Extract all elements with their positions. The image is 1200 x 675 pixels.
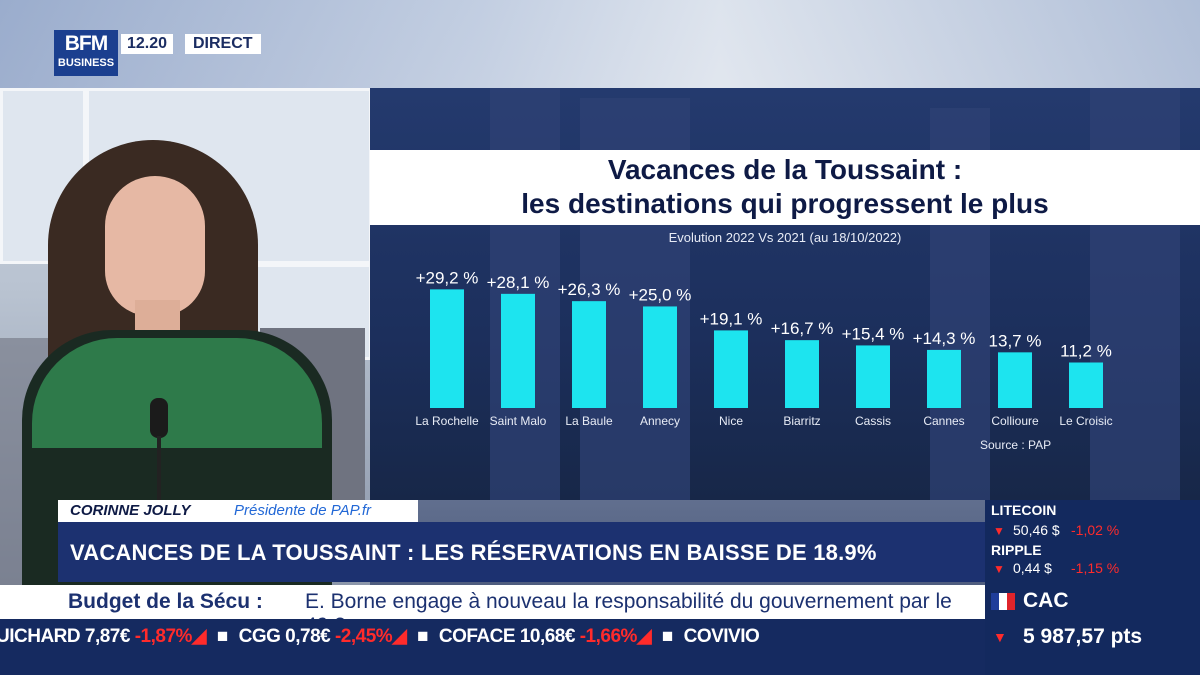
stock-value: 7,87€ [84, 626, 131, 647]
stock-name: CGG [238, 626, 281, 647]
bar-value-label: 11,2 % [1060, 342, 1112, 361]
microphone-icon [150, 398, 168, 438]
category-label: Cassis [855, 414, 891, 428]
chart-title-line2: les destinations qui progressent le plus [521, 188, 1049, 219]
category-label: Saint Malo [490, 414, 547, 428]
stock-value: 10,68€ [519, 626, 576, 647]
down-arrow-icon: ◢ [636, 626, 652, 647]
chart-subtitle: Evolution 2022 Vs 2021 (au 18/10/2022) [668, 230, 902, 245]
news-label: Budget de la Sécu : [68, 590, 263, 613]
guest-video-panel [0, 88, 370, 588]
bar-value-label: +25,0 % [629, 285, 692, 304]
stock-change: -1,87% [134, 626, 193, 647]
bar-nice [714, 330, 748, 408]
market-side-panel: LITECOIN ▼ 50,46 $ -1,02 % RIPPLE ▼ 0,44… [985, 500, 1200, 675]
ticker-separator-icon: ■ [417, 626, 429, 647]
bar-biarritz [785, 340, 819, 408]
city-skyline-backdrop [0, 0, 1200, 90]
chart-source: Source : PAP [980, 438, 1052, 452]
bar-la-rochelle [430, 289, 464, 408]
bar-value-label: +19,1 % [700, 309, 763, 328]
bar-saint-malo [501, 293, 535, 408]
stock-name: COVIVIO [683, 626, 760, 647]
category-label: Le Croisic [1059, 414, 1112, 428]
category-label: Biarritz [783, 414, 820, 428]
category-label: Annecy [640, 414, 680, 428]
category-label: Nice [719, 414, 743, 428]
news-ticker-bar: Budget de la Sécu : E. Borne engage à no… [0, 585, 985, 637]
guest-sweater [32, 338, 322, 448]
chart-panel: Vacances de la Toussaint : les destinati… [370, 88, 1200, 500]
stock-change: -1,66% [579, 626, 638, 647]
stock-name: UICHARD [0, 626, 81, 647]
bar-cannes [927, 349, 961, 408]
crypto-change: -1,15 % [1071, 560, 1120, 576]
bar-value-label: +26,3 % [558, 280, 621, 299]
bar-value-label: +29,2 % [416, 268, 479, 287]
chart-title-line1: Vacances de la Toussaint : [607, 154, 963, 185]
bar-value-label: +15,4 % [842, 324, 905, 343]
category-label: La Baule [565, 414, 613, 428]
index-value: 5 987,57 pts [1023, 625, 1143, 648]
bfm-business-logo: BFM BUSINESS [54, 30, 118, 76]
stock-ticker-text: UICHARD 7,87€ -1,87%◢ ■ CGG 0,78€ -2,45%… [0, 625, 760, 648]
logo-bottom-text: BUSINESS [57, 57, 115, 69]
bar-annecy [643, 306, 677, 408]
stock-change: -2,45% [334, 626, 393, 647]
guest-name-bar: CORINNE JOLLY Présidente de PAP.fr [58, 500, 418, 522]
crypto-name: RIPPLE [991, 542, 1042, 558]
cac-value-row: ▼ 5 987,57 pts [985, 620, 1200, 656]
live-badge: DIRECT [185, 34, 261, 54]
down-triangle-icon: ▼ [993, 629, 1007, 645]
bar-value-label: +16,7 % [771, 319, 834, 338]
guest-name: CORINNE JOLLY [70, 502, 191, 519]
headline-text: VACANCES DE LA TOUSSAINT : LES RÉSERVATI… [70, 540, 877, 565]
bar-value-label: +14,3 % [913, 329, 976, 348]
bar-chart: +29,2 % La Rochelle +28,1 % Saint Malo +26,3… [415, 268, 1112, 428]
stock-ticker-bar: UICHARD 7,87€ -1,87%◢ ■ CGG 0,78€ -2,45%… [0, 619, 985, 675]
down-arrow-icon: ◢ [191, 626, 207, 647]
category-label: Collioure [991, 414, 1039, 428]
down-triangle-icon: ▼ [993, 524, 1005, 538]
bar-value-label: 13,7 % [989, 331, 1042, 350]
chart-title-box: Vacances de la Toussaint : les destinati… [370, 150, 1200, 225]
category-label: Cannes [923, 414, 964, 428]
bar-le-croisic [1069, 362, 1103, 408]
bar-la-baule [572, 301, 606, 408]
crypto-value: 0,44 $ [1013, 560, 1052, 576]
guest-face [105, 176, 205, 316]
crypto-change: -1,02 % [1071, 522, 1120, 538]
ticker-separator-icon: ■ [661, 626, 673, 647]
broadcast-time: 12.20 [121, 34, 174, 54]
stock-name: COFACE [438, 626, 516, 647]
bar-collioure [998, 352, 1032, 408]
category-label: La Rochelle [415, 414, 479, 428]
logo-top-text: BFM [64, 32, 109, 55]
index-name: CAC [1023, 589, 1069, 612]
headline-bar: VACANCES DE LA TOUSSAINT : LES RÉSERVATI… [58, 522, 985, 582]
ticker-separator-icon: ■ [216, 626, 228, 647]
french-flag-icon [991, 593, 1015, 610]
guest-role: Présidente de PAP.fr [234, 502, 372, 519]
bar-value-label: +28,1 % [487, 273, 550, 292]
bar-cassis [856, 345, 890, 408]
down-arrow-icon: ◢ [392, 626, 407, 647]
crypto-name: LITECOIN [991, 502, 1057, 518]
down-triangle-icon: ▼ [993, 562, 1005, 576]
crypto-value: 50,46 $ [1013, 522, 1060, 538]
cac-label-row: CAC [985, 584, 1200, 620]
stock-value: 0,78€ [285, 626, 331, 647]
